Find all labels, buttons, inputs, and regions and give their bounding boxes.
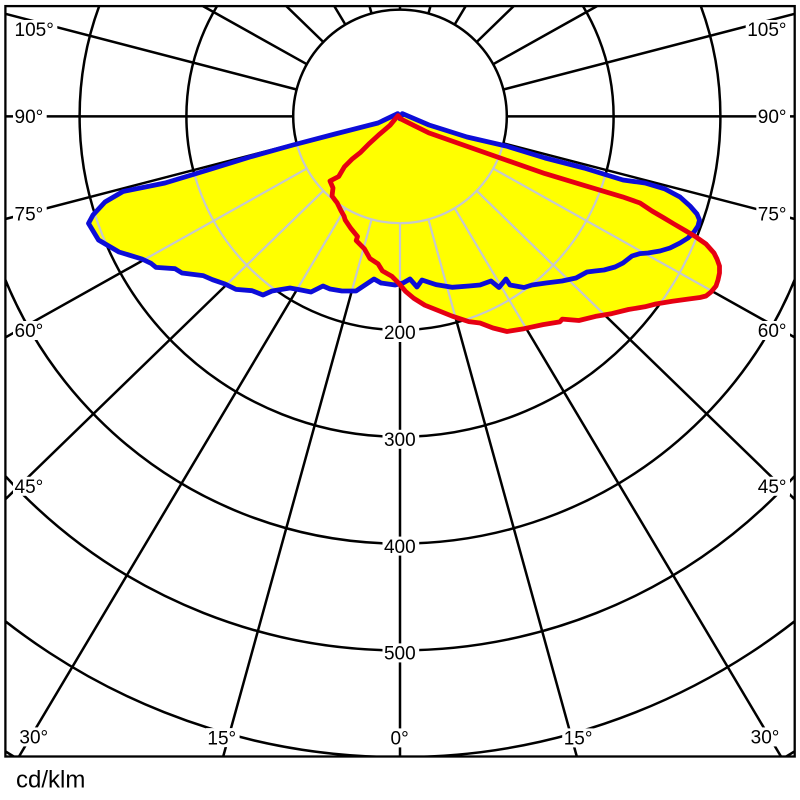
svg-text:30°: 30° bbox=[19, 728, 48, 749]
svg-text:60°: 60° bbox=[758, 321, 787, 342]
svg-text:400: 400 bbox=[384, 537, 416, 558]
svg-text:300: 300 bbox=[384, 430, 416, 451]
svg-text:105°: 105° bbox=[15, 20, 54, 41]
svg-text:75°: 75° bbox=[15, 205, 44, 226]
svg-text:cd/klm: cd/klm bbox=[16, 767, 85, 794]
svg-text:45°: 45° bbox=[15, 477, 44, 498]
svg-text:105°: 105° bbox=[747, 20, 786, 41]
svg-text:0°: 0° bbox=[391, 729, 409, 750]
svg-text:60°: 60° bbox=[15, 321, 44, 342]
svg-text:75°: 75° bbox=[758, 205, 787, 226]
svg-text:15°: 15° bbox=[207, 728, 236, 749]
svg-text:90°: 90° bbox=[758, 107, 787, 128]
svg-text:200: 200 bbox=[384, 323, 416, 344]
svg-text:30°: 30° bbox=[751, 728, 780, 749]
svg-text:500: 500 bbox=[384, 644, 416, 665]
svg-text:15°: 15° bbox=[564, 729, 593, 750]
svg-text:90°: 90° bbox=[15, 107, 44, 128]
svg-text:45°: 45° bbox=[758, 477, 787, 498]
